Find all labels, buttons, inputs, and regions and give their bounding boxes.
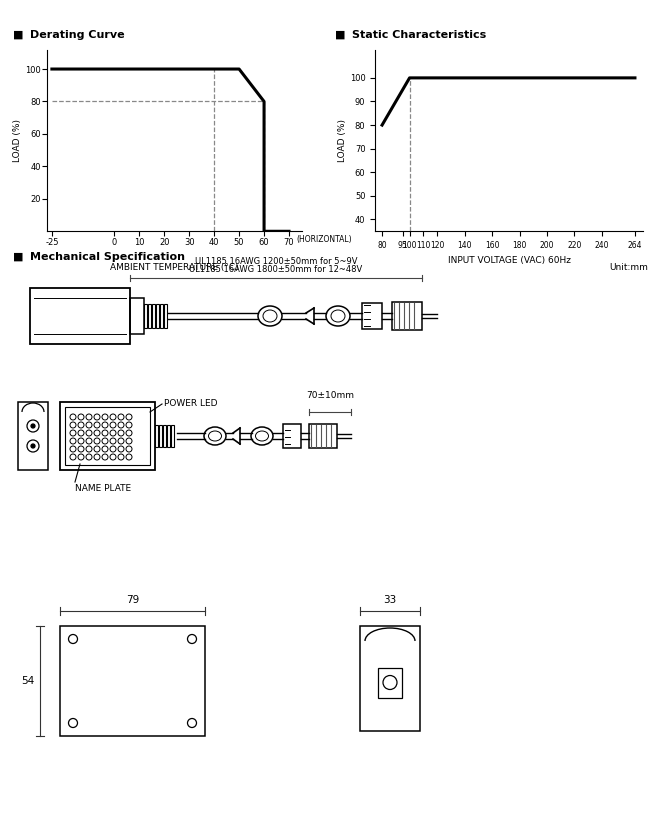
Bar [60,626,205,736]
Text: 79: 79 [126,595,139,605]
Y-axis label: LOAD (%): LOAD (%) [13,119,22,162]
Bar [164,304,167,328]
Bar [309,424,337,448]
Text: Static Characteristics: Static Characteristics [352,30,486,40]
Text: ■: ■ [13,252,24,262]
Text: ■: ■ [335,30,346,40]
Bar [18,402,48,470]
Bar [283,424,301,448]
Bar [360,626,420,731]
Bar [392,302,422,330]
Bar [156,304,159,328]
Bar [171,425,174,447]
Text: UL1185 16AWG 1200±50mm for 5~9V: UL1185 16AWG 1200±50mm for 5~9V [195,257,357,266]
Text: (HORIZONTAL): (HORIZONTAL) [297,235,352,244]
Bar [130,298,144,334]
Text: 54: 54 [21,676,34,686]
Text: NAME PLATE: NAME PLATE [75,484,131,493]
Text: Unit:mm: Unit:mm [609,263,648,272]
Text: POWER LED: POWER LED [164,400,218,409]
Text: Mechanical Specification: Mechanical Specification [30,252,185,262]
Bar [152,304,155,328]
Circle shape [31,444,35,448]
Bar [155,425,158,447]
Bar [60,402,155,470]
Text: ■: ■ [13,30,24,40]
Y-axis label: LOAD (%): LOAD (%) [338,119,347,162]
Bar [160,304,163,328]
X-axis label: AMBIENT TEMPERATURE (°C): AMBIENT TEMPERATURE (°C) [110,263,239,273]
Bar [159,425,162,447]
Text: Derating Curve: Derating Curve [30,30,125,40]
Circle shape [31,424,35,428]
Text: 33: 33 [383,595,397,605]
Bar [163,425,166,447]
Text: 70±10mm: 70±10mm [306,391,354,400]
Bar [144,304,147,328]
Bar [378,667,402,697]
Bar [362,303,382,329]
Bar [167,425,170,447]
X-axis label: INPUT VOLTAGE (VAC) 60Hz: INPUT VOLTAGE (VAC) 60Hz [448,255,571,264]
Text: UL1185 16AWG 1800±50mm for 12~48V: UL1185 16AWG 1800±50mm for 12~48V [190,265,362,274]
Bar [65,407,150,465]
Bar [30,288,130,344]
Bar [148,304,151,328]
